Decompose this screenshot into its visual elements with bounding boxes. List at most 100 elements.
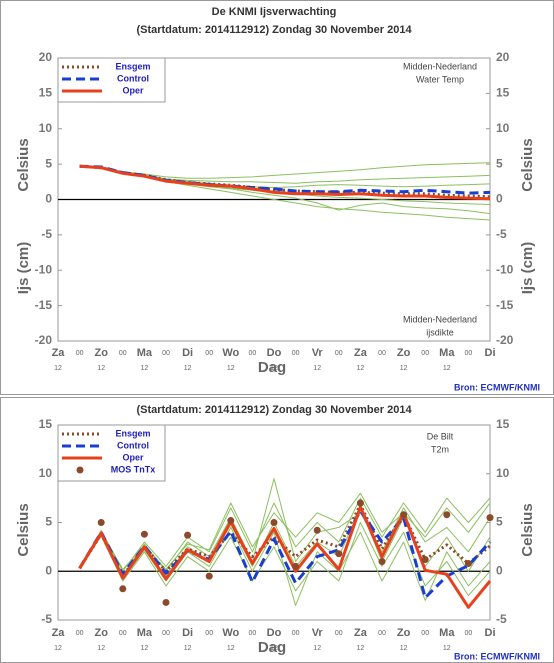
mos-point: [119, 585, 127, 593]
x-sublabel: 12: [141, 365, 149, 372]
x-tick-label: 00: [378, 630, 386, 637]
x-tick-label: 00: [205, 630, 213, 637]
series-line: [78, 505, 492, 609]
mos-point: [292, 562, 300, 570]
y-tick-label: 20: [496, 50, 510, 64]
mos-point: [400, 511, 408, 519]
y-tick-label: 5: [45, 156, 52, 170]
y-axis-title: Celsius: [15, 138, 32, 191]
x-tick-label: 00: [378, 350, 386, 357]
x-tick-label: Wo: [222, 627, 239, 639]
mos-point: [97, 519, 105, 526]
x-tick-label: Di: [485, 347, 496, 359]
legend-label: Ensgem: [115, 61, 150, 71]
x-tick-label: 00: [76, 630, 84, 637]
x-sublabel: 12: [227, 645, 235, 652]
annotation: Midden-Nederland: [403, 61, 477, 71]
x-sublabel: 12: [357, 365, 365, 372]
y-tick-label: 10: [496, 466, 510, 480]
mos-point: [270, 519, 278, 526]
y-tick-label: 15: [496, 417, 510, 431]
x-tick-label: Ma: [439, 627, 455, 639]
y-tick-label: 15: [496, 86, 510, 100]
x-tick-label: Zo: [94, 627, 108, 639]
x-tick-label: Ma: [137, 347, 153, 359]
legend-box: [57, 424, 166, 482]
y-axis-title: Celsius: [519, 503, 536, 556]
mos-point: [464, 559, 472, 567]
x-tick-label: Vr: [312, 347, 324, 359]
y-tick-label: -5: [41, 227, 52, 241]
x-tick-label: Ma: [439, 347, 455, 359]
mos-point: [140, 530, 148, 538]
x-tick-label: 00: [162, 350, 170, 357]
mos-point: [184, 531, 192, 539]
source: Bron: ECMWF/KNMI: [454, 382, 540, 392]
y-axis-title: Celsius: [519, 138, 536, 191]
legend-label: Control: [117, 440, 149, 450]
x-sublabel: 12: [443, 645, 451, 652]
x-tick-label: Do: [267, 627, 282, 639]
x-tick-label: Di: [182, 627, 193, 639]
x-sublabel: 12: [443, 365, 451, 372]
x-sublabel: 12: [97, 645, 105, 652]
annotation: Water Temp: [416, 74, 464, 84]
x-tick-label: Di: [182, 347, 193, 359]
x-tick-label: Do: [267, 347, 282, 359]
y-axis-title: Ijs (cm): [15, 242, 32, 295]
x-sublabel: 12: [357, 645, 365, 652]
x-tick-label: Zo: [94, 347, 108, 359]
x-sublabel: 12: [184, 645, 192, 652]
y-tick-label: -20: [496, 333, 514, 347]
x-tick-label: Za: [354, 627, 368, 639]
y-tick-label: 10: [39, 121, 53, 135]
y-tick-label: -5: [496, 612, 507, 626]
x-tick-label: 00: [119, 350, 127, 357]
y-tick-label: 10: [496, 121, 510, 135]
x-sublabel: 12: [54, 645, 62, 652]
x-sublabel: 12: [184, 365, 192, 372]
mos-point: [205, 572, 213, 580]
mos-point: [378, 558, 386, 565]
x-tick-label: 00: [465, 630, 473, 637]
x-sublabel: 12: [400, 365, 408, 372]
x-sublabel: 12: [227, 365, 235, 372]
source: Bron: ECMWF/KNMI: [454, 651, 540, 661]
x-sublabel: 12: [97, 365, 105, 372]
x-tick-label: 00: [249, 630, 257, 637]
legend-label: Oper: [122, 452, 144, 462]
legend-label: MOS TnTx: [111, 464, 156, 474]
y-tick-label: -15: [496, 298, 514, 312]
legend-label: Ensgem: [115, 428, 150, 438]
y-axis-title: Celsius: [15, 503, 32, 556]
legend-label: Control: [117, 73, 149, 83]
y-tick-label: 10: [39, 466, 53, 480]
x-tick-label: 00: [119, 630, 127, 637]
mos-point: [421, 556, 429, 564]
x-sublabel: 12: [400, 645, 408, 652]
mos-point: [443, 511, 451, 519]
x-tick-label: 00: [162, 630, 170, 637]
x-sublabel: 12: [270, 365, 278, 372]
y-tick-label: 20: [39, 50, 53, 64]
legend-swatch: [76, 466, 84, 474]
y-tick-label: -15: [35, 298, 53, 312]
mos-point: [486, 514, 494, 522]
y-tick-label: -10: [35, 262, 53, 276]
x-tick-label: Za: [52, 627, 66, 639]
ensemble-member-line: [79, 162, 491, 179]
annotation: Midden-Nederland: [403, 314, 477, 324]
y-axis-title: Ijs (cm): [519, 242, 536, 295]
mos-point: [162, 598, 170, 606]
x-tick-label: Vr: [312, 627, 324, 639]
mos-point: [227, 517, 235, 525]
legend-box: [57, 57, 166, 103]
x-tick-label: 00: [335, 630, 343, 637]
x-sublabel: 12: [313, 645, 321, 652]
x-sublabel: 12: [270, 645, 278, 652]
y-tick-label: 0: [45, 192, 52, 206]
mos-point: [335, 550, 343, 558]
x-axis-title: Dag: [258, 359, 286, 376]
mos-point: [356, 499, 364, 507]
y-tick-label: 5: [45, 515, 52, 529]
